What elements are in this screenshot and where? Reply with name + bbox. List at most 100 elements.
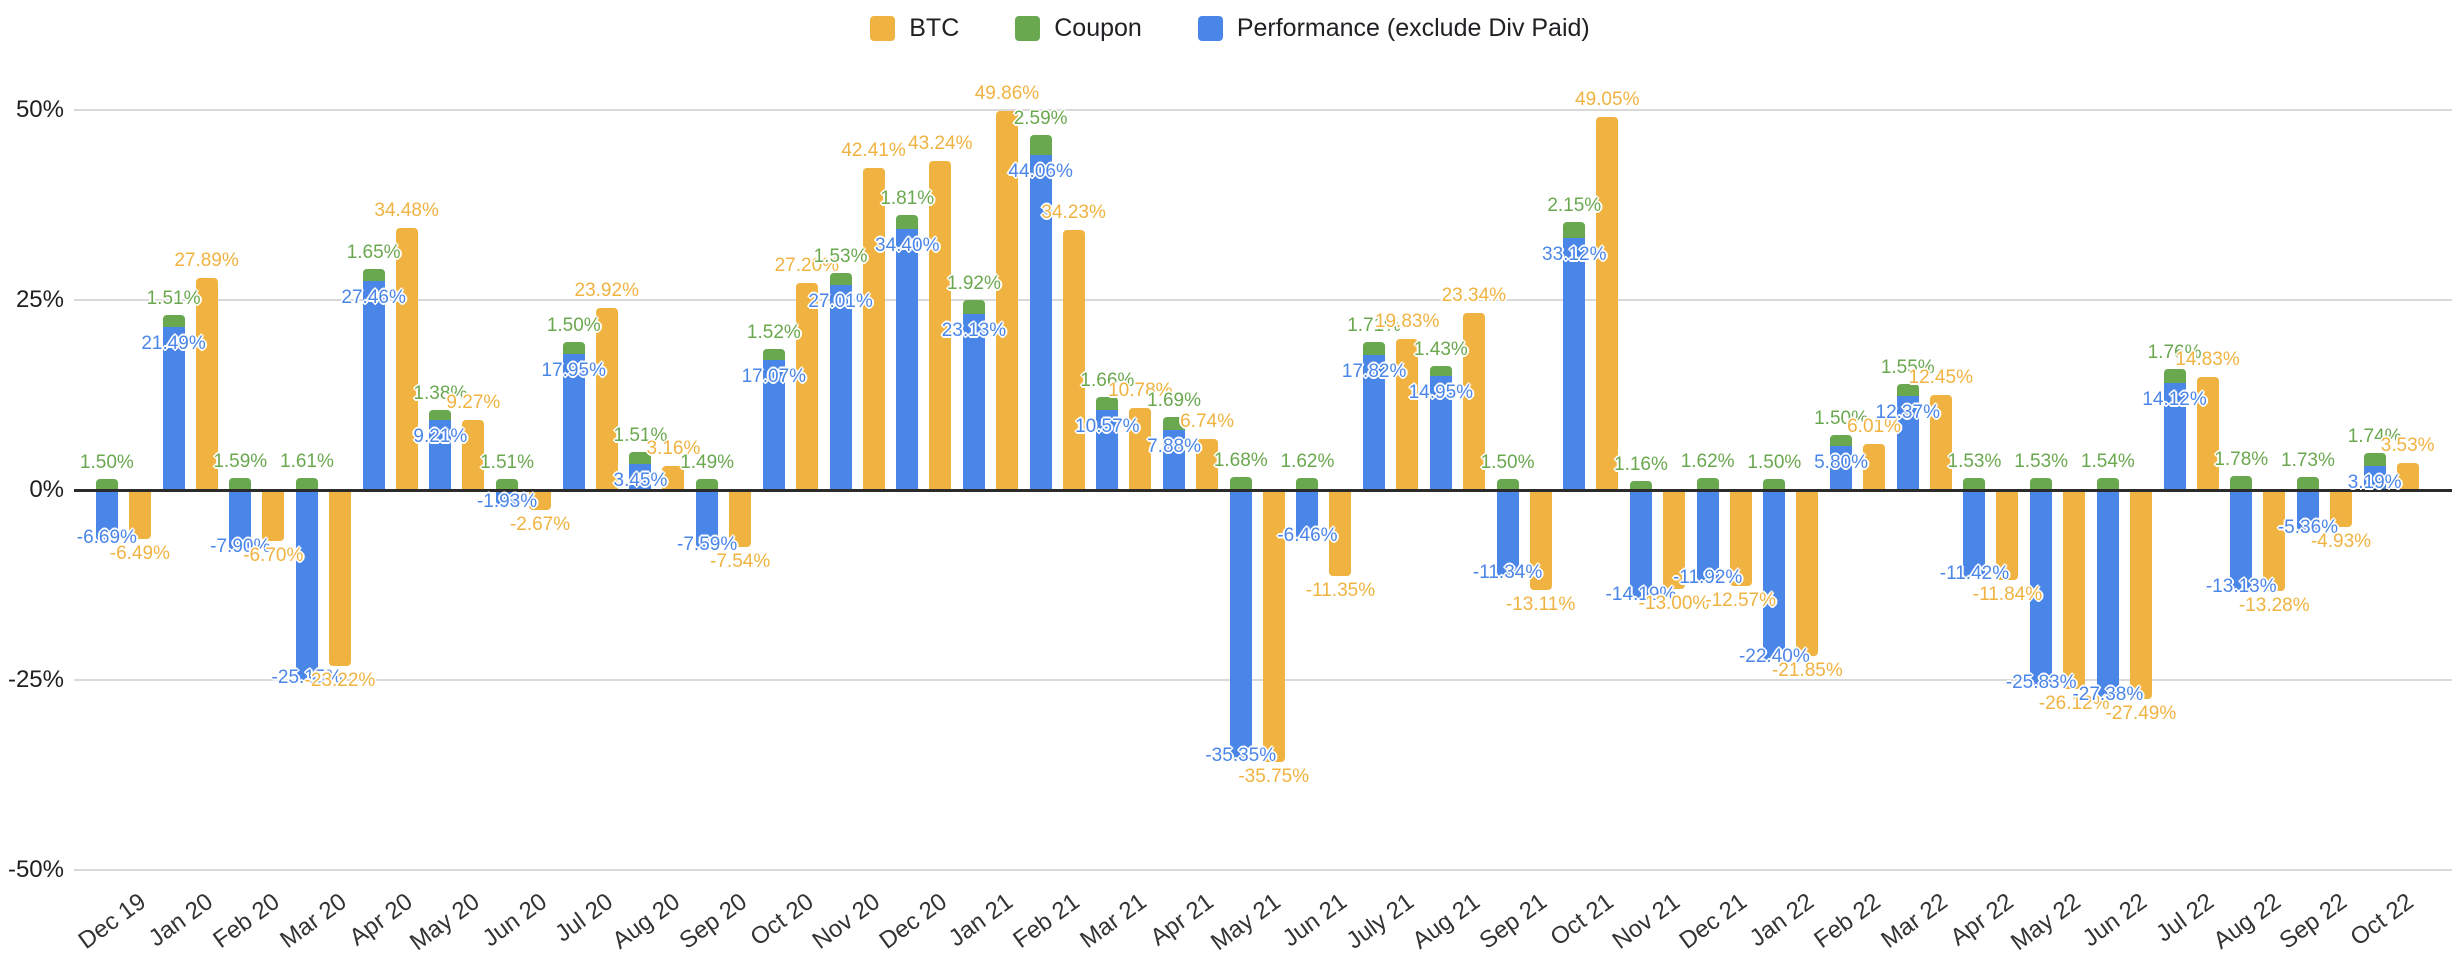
bar-btc-july-21 [1396,339,1419,490]
bar-performance-oct-21 [1563,238,1586,490]
label-performance-oct-21: 33.12% [1542,244,1607,266]
bar-btc-dec-19 [128,490,151,540]
label-performance-jun-20: -1.93% [476,490,538,512]
label-coupon-oct-20: 1.52% [746,321,801,343]
bar-performance-aug-21 [1429,376,1452,490]
bar-performance-jun-22 [2096,490,2119,699]
label-btc-may-20: 9.27% [446,391,501,413]
bar-btc-aug-20 [662,465,685,490]
label-coupon-jun-20: 1.51% [480,451,534,473]
y-axis-label-50%: 50% [15,96,64,123]
x-axis-label-may-20: May 20 [405,888,485,957]
label-coupon-feb-22: 1.50% [1814,407,1868,429]
bar-coupon-may-20 [429,409,452,420]
x-axis-label-jan-21: Jan 21 [944,888,1019,953]
bar-performance-july-21 [1363,354,1386,490]
label-performance-jan-22: -22.40% [1738,646,1810,668]
bar-btc-jan-22 [1796,490,1819,657]
bar-performance-oct-22 [2363,465,2386,490]
label-coupon-dec-21: 1.62% [1680,450,1735,472]
bar-coupon-july-21 [1363,341,1386,355]
x-axis-label-sep-21: Sep 21 [1474,888,1552,955]
label-coupon-july-21: 1.71% [1347,314,1402,336]
label-coupon-mar-21: 1.66% [1080,370,1135,392]
bar-coupon-jun-21 [1296,477,1319,490]
legend-item-performance[interactable]: Performance (exclude Div Paid) [1197,14,1590,43]
legend-label-performance: Performance (exclude Div Paid) [1236,14,1590,42]
label-performance-sep-21: -11.34% [1472,562,1543,584]
bar-performance-feb-21 [1029,155,1052,490]
bar-btc-apr-22 [1996,490,2019,580]
label-coupon-apr-21: 1.69% [1147,390,1201,412]
label-performance-may-20: 9.21% [413,426,468,447]
label-btc-apr-21: 6.74% [1180,410,1234,432]
label-performance-dec-19: -6.69% [76,526,137,548]
label-coupon-aug-20: 1.51% [613,425,668,447]
bar-btc-apr-21 [1196,438,1219,490]
bar-coupon-mar-20 [295,477,318,490]
label-performance-sep-22: -5.36% [2277,516,2339,538]
bar-btc-nov-21 [1662,490,1685,589]
legend-item-btc[interactable]: BTC [870,14,959,43]
bar-performance-may-20 [429,420,452,490]
label-coupon-aug-22: 1.78% [2214,449,2269,471]
y-axis-label-0%: 0% [29,476,64,503]
bar-coupon-feb-22 [1830,434,1853,446]
x-axis-label-oct-21: Oct 21 [1545,888,1619,952]
label-btc-jul-20: 23.92% [574,280,639,302]
x-axis-label-mar-20: Mar 20 [275,888,352,954]
bar-performance-mar-20 [295,490,318,682]
label-performance-apr-22: -11.42% [1939,562,2010,584]
bar-btc-jul-20 [595,308,618,490]
bar-performance-feb-22 [1830,445,1853,490]
label-coupon-sep-22: 1.73% [2281,449,2335,471]
label-performance-apr-21: 7.88% [1147,436,1201,458]
bar-coupon-jul-22 [2163,369,2186,383]
label-btc-jun-21: -11.35% [1305,580,1376,602]
label-btc-feb-20: -6.70% [243,544,304,566]
bar-btc-mar-20 [328,490,351,667]
x-axis-label-dec-21: Dec 21 [1674,888,1753,955]
label-performance-mar-22: 12.37% [1875,401,1940,423]
x-axis-label-may-22: May 22 [2005,888,2086,957]
bar-btc-feb-20 [262,490,285,541]
x-axis-label-jun-22: Jun 22 [2078,888,2153,953]
bar-coupon-dec-21 [1696,477,1719,490]
bar-btc-oct-20 [795,283,818,490]
bar-coupon-nov-20 [829,273,852,285]
legend-item-coupon[interactable]: Coupon [1015,14,1142,43]
label-performance-jun-22: -27.38% [2072,684,2144,706]
label-btc-sep-21: -13.11% [1505,593,1576,615]
label-coupon-feb-20: 1.59% [213,450,268,472]
bar-btc-may-20 [462,419,485,490]
bar-btc-may-22 [2063,490,2086,689]
label-performance-july-21: 17.82% [1341,360,1407,382]
bar-btc-sep-21 [1529,490,1552,590]
label-performance-mar-20: -25.15% [271,667,343,689]
bar-btc-feb-21 [1062,229,1085,490]
bar-coupon-jun-22 [2096,478,2119,490]
bar-btc-dec-20 [929,161,952,490]
x-axis-label-sep-22: Sep 22 [2274,888,2353,955]
label-performance-dec-21: -11.92% [1672,566,1743,588]
label-performance-oct-22: 3.19% [2347,471,2402,493]
x-axis-label-aug-22: Aug 22 [2208,888,2286,955]
bar-btc-feb-22 [1863,444,1886,490]
label-btc-mar-20: -23.22% [304,670,376,692]
label-btc-july-21: 19.83% [1374,311,1440,333]
x-axis-label-jan-20: Jan 20 [143,888,218,953]
bar-performance-aug-22 [2230,490,2253,590]
x-axis-label-dec-19: Dec 19 [73,888,152,955]
x-axis-label-jul-22: Jul 22 [2151,888,2219,948]
label-performance-mar-21: 10.57% [1075,415,1140,437]
bar-performance-jun-21 [1296,490,1319,540]
label-btc-dec-21: -12.57% [1705,589,1777,611]
label-performance-jul-22: 14.12% [2142,388,2207,410]
bar-coupon-feb-20 [229,477,252,490]
x-axis-label-aug-20: Aug 20 [607,888,685,955]
label-coupon-jul-20: 1.50% [546,315,601,337]
label-btc-feb-21: 34.23% [1041,201,1106,223]
bar-performance-sep-20 [696,490,719,548]
label-coupon-jan-20: 1.51% [146,288,201,310]
